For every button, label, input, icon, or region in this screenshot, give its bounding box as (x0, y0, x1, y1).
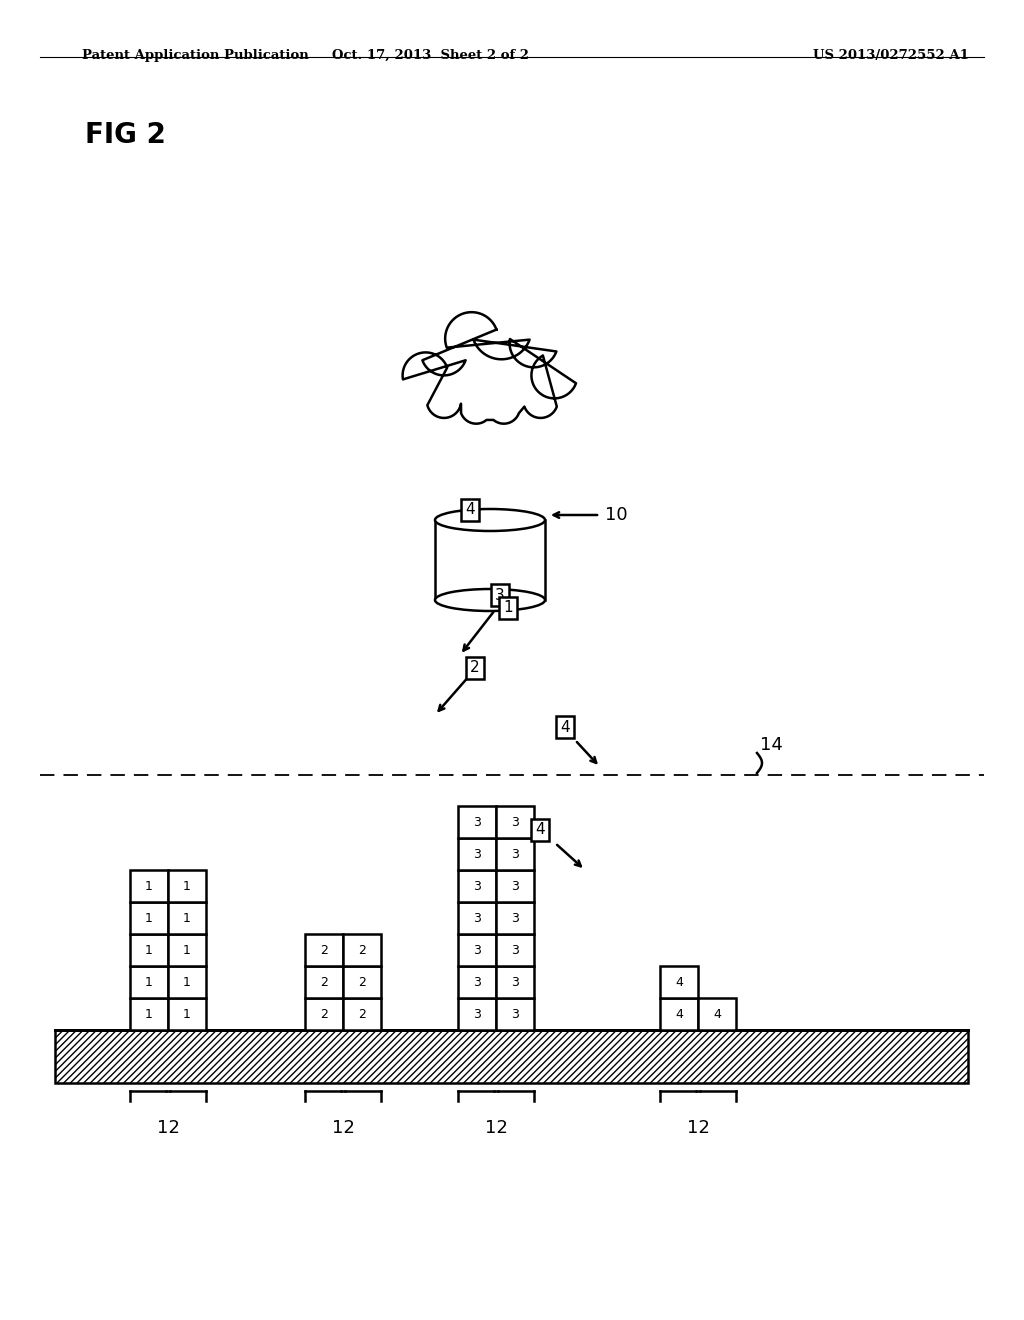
Text: 3: 3 (473, 975, 481, 989)
Bar (343, 998, 381, 1030)
Text: 12: 12 (686, 1119, 710, 1137)
Text: 1: 1 (503, 601, 513, 615)
Bar (458, 935, 496, 966)
Text: Oct. 17, 2013  Sheet 2 of 2: Oct. 17, 2013 Sheet 2 of 2 (332, 49, 528, 62)
Text: 14: 14 (760, 737, 783, 754)
Text: 3: 3 (511, 975, 519, 989)
Text: 3: 3 (511, 816, 519, 829)
Bar (130, 998, 168, 1030)
Bar (305, 935, 343, 966)
Bar (168, 935, 206, 966)
Text: 12: 12 (484, 1119, 508, 1137)
Bar (168, 870, 206, 902)
Text: 3: 3 (473, 912, 481, 924)
Text: 1: 1 (183, 879, 190, 892)
Text: 10: 10 (605, 506, 628, 524)
Bar (458, 902, 496, 935)
Text: 2: 2 (358, 944, 366, 957)
Bar (305, 966, 343, 998)
Text: 3: 3 (473, 816, 481, 829)
Text: 1: 1 (183, 975, 190, 989)
Text: 1: 1 (145, 975, 153, 989)
Text: 4: 4 (713, 1007, 721, 1020)
Bar (660, 998, 698, 1030)
Text: 3: 3 (473, 847, 481, 861)
Text: 12: 12 (157, 1119, 179, 1137)
Text: 3: 3 (511, 879, 519, 892)
Text: Patent Application Publication: Patent Application Publication (82, 49, 308, 62)
Bar (305, 998, 343, 1030)
Text: 3: 3 (473, 944, 481, 957)
Bar (458, 998, 496, 1030)
Bar (458, 838, 496, 870)
Text: 4: 4 (465, 503, 475, 517)
Text: 3: 3 (511, 1007, 519, 1020)
Bar (660, 966, 698, 998)
Bar (168, 902, 206, 935)
Bar (458, 870, 496, 902)
Text: 2: 2 (358, 975, 366, 989)
Text: 3: 3 (473, 879, 481, 892)
Bar (343, 966, 381, 998)
Text: 1: 1 (183, 944, 190, 957)
Text: 4: 4 (560, 719, 569, 734)
Bar (496, 902, 534, 935)
Polygon shape (402, 312, 577, 424)
Bar (168, 966, 206, 998)
Text: 3: 3 (473, 1007, 481, 1020)
Text: 12: 12 (332, 1119, 354, 1137)
Text: 3: 3 (511, 847, 519, 861)
Bar (130, 966, 168, 998)
Text: 2: 2 (321, 944, 328, 957)
Text: 1: 1 (145, 912, 153, 924)
Text: 2: 2 (470, 660, 480, 676)
Bar (496, 935, 534, 966)
Text: 4: 4 (675, 1007, 683, 1020)
Bar (130, 870, 168, 902)
Text: 4: 4 (536, 822, 545, 837)
Bar (496, 838, 534, 870)
Text: 3: 3 (511, 912, 519, 924)
Text: 3: 3 (511, 944, 519, 957)
Text: 1: 1 (183, 912, 190, 924)
Bar (168, 998, 206, 1030)
Ellipse shape (435, 589, 545, 611)
Text: 1: 1 (145, 1007, 153, 1020)
Bar (496, 998, 534, 1030)
Bar (435, 520, 545, 601)
Text: 3: 3 (496, 587, 505, 602)
Bar (496, 966, 534, 998)
Bar (130, 935, 168, 966)
Bar (496, 870, 534, 902)
Bar (458, 807, 496, 838)
Bar (458, 966, 496, 998)
Bar (343, 935, 381, 966)
Text: 1: 1 (145, 879, 153, 892)
Ellipse shape (435, 510, 545, 531)
Bar (698, 998, 736, 1030)
Text: 2: 2 (321, 975, 328, 989)
Bar (130, 902, 168, 935)
Text: US 2013/0272552 A1: US 2013/0272552 A1 (813, 49, 969, 62)
Text: 4: 4 (675, 975, 683, 989)
Text: FIG 2: FIG 2 (85, 121, 166, 149)
Bar (496, 807, 534, 838)
Bar (55, 1030, 968, 1082)
Text: 1: 1 (183, 1007, 190, 1020)
Text: 2: 2 (321, 1007, 328, 1020)
Text: 2: 2 (358, 1007, 366, 1020)
Text: 1: 1 (145, 944, 153, 957)
